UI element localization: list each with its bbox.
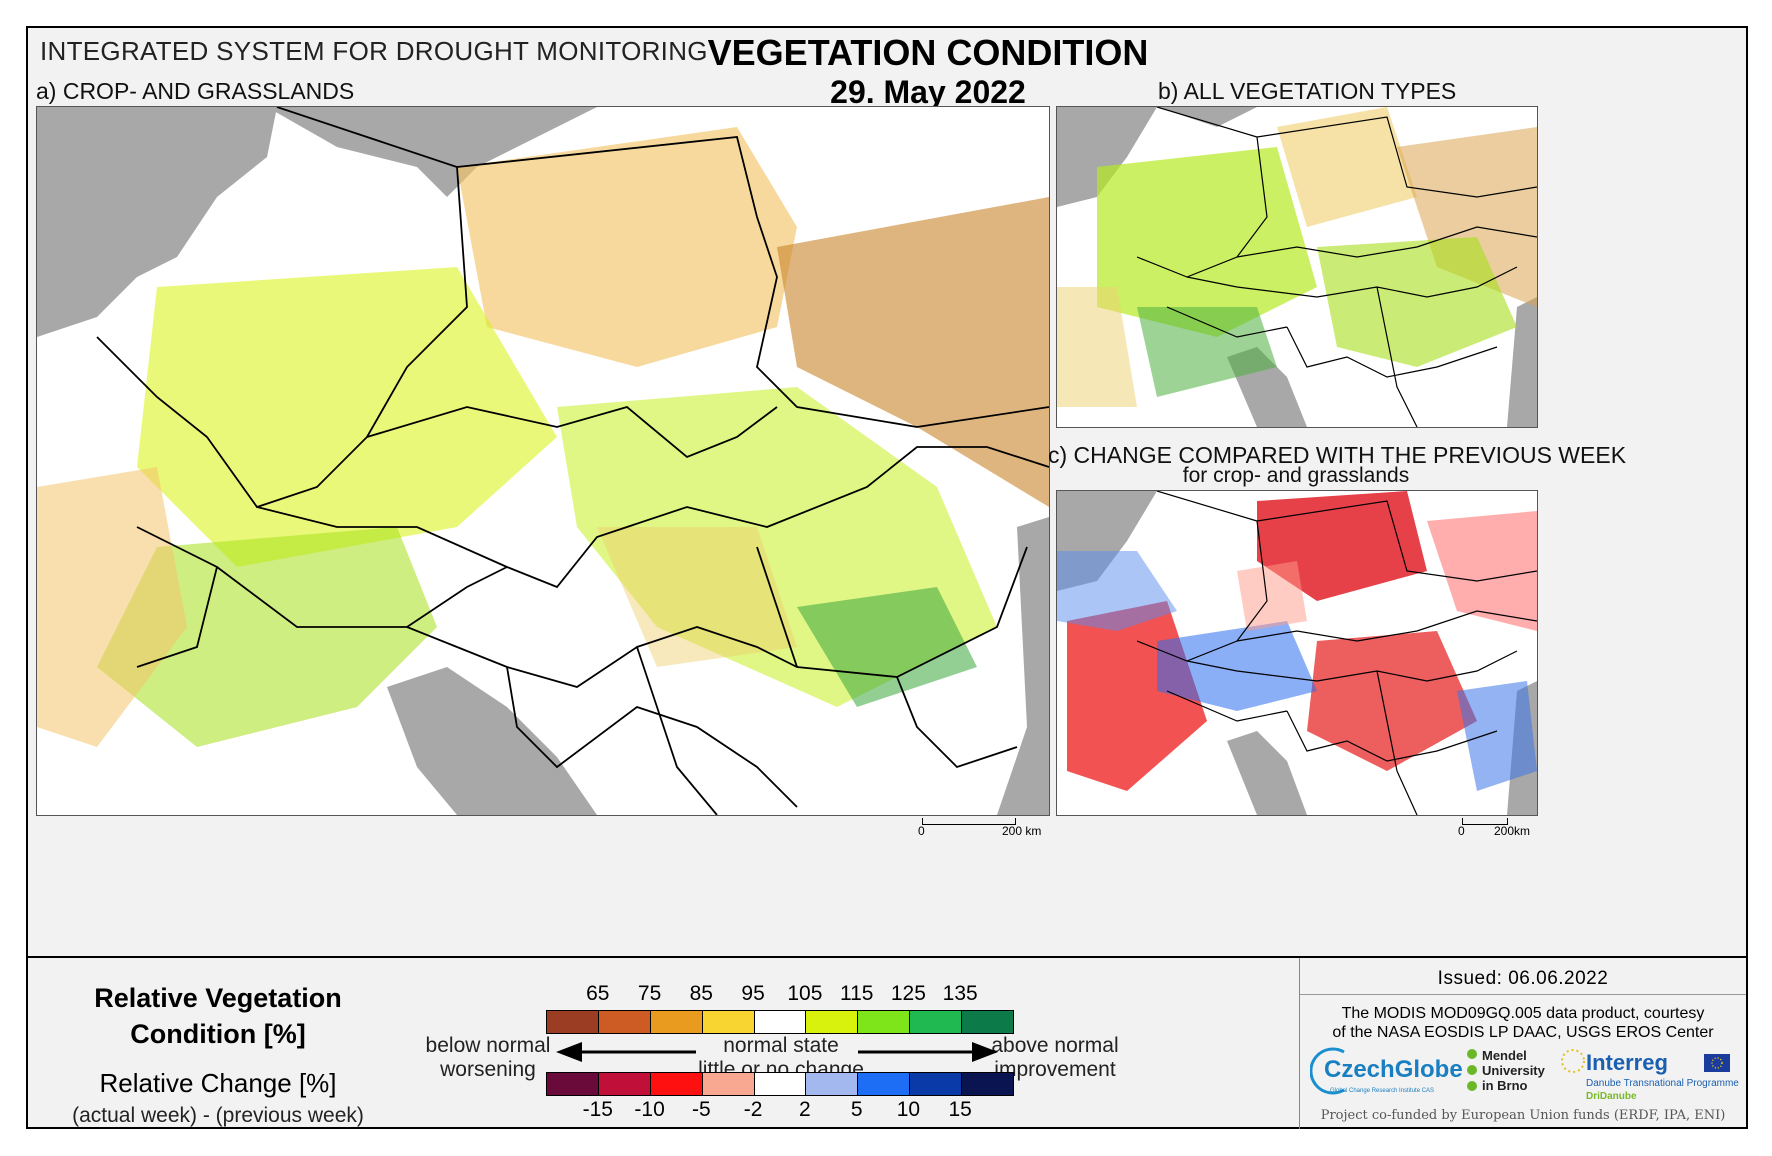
czechglobe-name: CzechGlobe	[1324, 1056, 1463, 1083]
rc-swatch	[702, 1073, 755, 1095]
scale-bar-c: 0 200km	[1458, 818, 1548, 838]
map-date: 29. May 2022	[830, 74, 1026, 110]
upper-tick: 115	[839, 982, 874, 1005]
upper-tick: 105	[787, 982, 823, 1005]
scale-bar-a: 0 200 km	[918, 818, 1048, 838]
scale-a-max: 200 km	[1002, 824, 1042, 838]
scale-c-zero: 0	[1458, 824, 1465, 838]
issued-separator	[1300, 994, 1746, 995]
czechglobe-subtitle: Global Change Research Institute CAS	[1330, 1088, 1435, 1094]
interreg-star-icon	[1561, 1049, 1585, 1073]
rc-subtitle: (actual week) - (previous week)	[72, 1104, 364, 1127]
rvc-swatch	[962, 1011, 1014, 1033]
rc-title: Relative Change [%]	[99, 1068, 337, 1098]
upper-ticks: 65 75 85 95 105 115 125 135	[546, 982, 1012, 1008]
footer-divider	[1299, 958, 1300, 1129]
system-name: INTEGRATED SYSTEM FOR DROUGHT MONITORING	[40, 36, 708, 66]
page-title: VEGETATION CONDITION	[707, 32, 1149, 73]
rvc-title: Relative Vegetation Condition [%]	[94, 983, 342, 1049]
lower-tick: -15	[582, 1098, 613, 1121]
panel-a-label: a) CROP- AND GRASSLANDS	[36, 78, 355, 104]
upper-tick: 125	[890, 982, 926, 1005]
upper-tick: 65	[586, 982, 610, 1005]
lower-tick: 15	[948, 1098, 972, 1121]
rc-swatch	[962, 1073, 1014, 1095]
lower-tick: -5	[691, 1098, 711, 1121]
czechglobe-arc-icon	[1310, 1047, 1345, 1095]
rc-color-bar	[546, 1072, 1014, 1096]
rc-swatch	[910, 1073, 963, 1095]
rvc-swatch	[910, 1011, 963, 1033]
rc-swatch	[547, 1073, 599, 1095]
lower-tick: -10	[634, 1098, 665, 1121]
panel-c-sublabel: for crop- and grasslands	[1182, 464, 1410, 487]
scale-bar-a-line	[922, 818, 1016, 825]
scale-c-max: 200km	[1494, 824, 1531, 838]
rvc-swatch	[650, 1011, 703, 1033]
mendel-name: Mendel University in Brno	[1482, 1048, 1545, 1093]
credit-line-2: of the NASA EOSDIS LP DAAC, USGS EROS Ce…	[1332, 1024, 1714, 1041]
rvc-swatch	[754, 1011, 807, 1033]
rc-swatch	[598, 1073, 651, 1095]
mendel-logo: Mendel University in Brno	[1464, 1048, 1554, 1104]
above-normal-text: above normal	[991, 1034, 1119, 1057]
lower-ticks: -15 -10 -5 -2 2 5 10 15	[546, 1098, 1012, 1124]
upper-tick: 75	[637, 982, 662, 1005]
panel-c-label: c) CHANGE COMPARED WITH THE PREVIOUS WEE…	[1048, 442, 1627, 468]
rvc-swatch	[598, 1011, 651, 1033]
czechglobe-logo: CzechGlobe Global Change Research Instit…	[1310, 1046, 1463, 1102]
funding-note: Project co-funded by European Union fund…	[1320, 1108, 1726, 1123]
rvc-swatch	[702, 1011, 755, 1033]
map-all-vegetation	[1056, 106, 1538, 428]
worsening-text: worsening	[440, 1058, 536, 1081]
above-normal-label: above normal improvement	[980, 1034, 1130, 1082]
panel-b-label: b) ALL VEGETATION TYPES	[1158, 78, 1457, 104]
eu-flag-icon	[1704, 1054, 1730, 1072]
rc-swatch	[754, 1073, 807, 1095]
map-c-canvas	[1057, 491, 1537, 815]
rc-swatch	[858, 1073, 911, 1095]
map-b-canvas	[1057, 107, 1537, 427]
left-arrow-icon	[556, 1042, 696, 1062]
upper-tick: 135	[942, 982, 978, 1005]
rc-swatch	[650, 1073, 703, 1095]
scale-a-zero: 0	[918, 824, 925, 838]
dridanube-name: DriDanube	[1586, 1091, 1637, 1102]
rvc-color-bar	[546, 1010, 1014, 1034]
map-a-canvas	[37, 107, 1049, 815]
lower-tick: 10	[896, 1098, 921, 1121]
legend-divider	[28, 956, 1746, 958]
scale-bar-c-line	[1462, 818, 1508, 825]
credit-line-1: The MODIS MOD09GQ.005 data product, cour…	[1341, 1005, 1705, 1022]
lower-tick: 2	[799, 1098, 811, 1121]
upper-tick: 85	[689, 982, 713, 1005]
interreg-name: Interreg	[1586, 1050, 1668, 1075]
rvc-swatch	[547, 1011, 599, 1033]
right-arrow-icon	[858, 1042, 998, 1062]
rc-swatch	[806, 1073, 859, 1095]
improvement-text: improvement	[994, 1058, 1116, 1081]
mendel-dots-icon	[1467, 1049, 1477, 1091]
figure-frame: INTEGRATED SYSTEM FOR DROUGHT MONITORING…	[26, 26, 1748, 1129]
below-normal-text: below normal	[425, 1034, 551, 1057]
map-weekly-change	[1056, 490, 1538, 816]
normal-state-text: normal state	[723, 1034, 839, 1057]
issued-date: Issued: 06.06.2022	[1437, 968, 1609, 989]
interreg-logo: Interreg Danube Transnational Programme …	[1558, 1046, 1739, 1106]
map-crop-grasslands	[36, 106, 1050, 816]
lower-tick: -2	[743, 1098, 763, 1121]
data-credit: The MODIS MOD09GQ.005 data product, cour…	[1300, 1004, 1746, 1042]
rvc-swatch	[806, 1011, 859, 1033]
lower-tick: 5	[850, 1098, 863, 1121]
upper-tick: 95	[741, 982, 765, 1005]
rvc-swatch	[858, 1011, 911, 1033]
below-normal-label: below normal worsening	[418, 1034, 558, 1082]
interreg-subtitle: Danube Transnational Programme	[1586, 1078, 1739, 1089]
